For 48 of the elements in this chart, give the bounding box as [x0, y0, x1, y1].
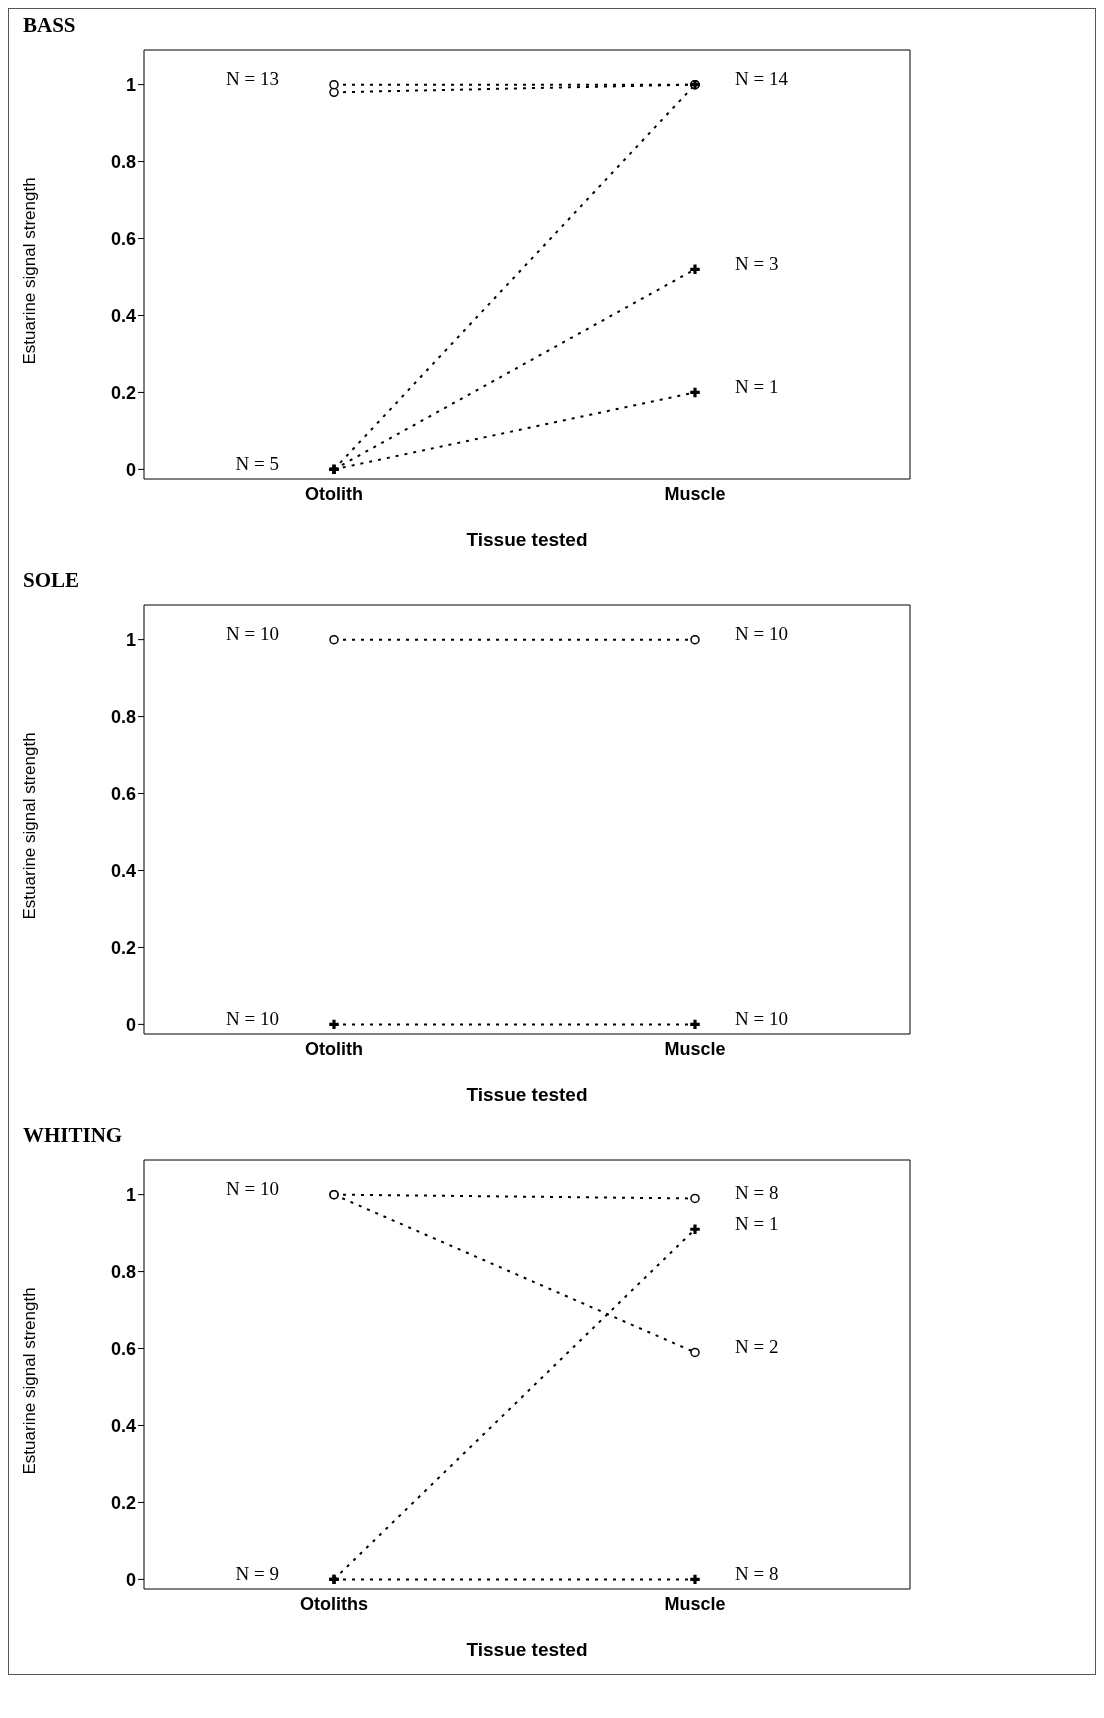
annotation: N = 10	[226, 623, 279, 645]
y-tick-label: 0.4	[110, 1415, 136, 1436]
y-tick-label: 0.2	[110, 937, 136, 958]
y-tick-label: 0	[125, 1569, 136, 1590]
chart-title: BASS	[23, 13, 76, 38]
annotation: N = 8	[735, 1182, 779, 1204]
x-tick-label: Otoliths	[300, 1593, 368, 1614]
y-axis-title: Estuarine signal strength	[20, 177, 40, 365]
annotation: N = 3	[735, 253, 779, 275]
y-tick-label: 0.2	[110, 382, 136, 403]
x-tick-label: Muscle	[664, 483, 726, 504]
chart-title: WHITING	[23, 1123, 123, 1148]
y-tick-label: 0.2	[110, 1492, 136, 1513]
x-axis-title: Tissue tested	[466, 1639, 588, 1660]
annotation: N = 10	[226, 1178, 279, 1200]
x-axis-title: Tissue tested	[466, 529, 588, 550]
y-tick-label: 0.8	[110, 1261, 136, 1282]
annotation: N = 10	[735, 1008, 788, 1030]
annotation: N = 10	[735, 623, 788, 645]
y-tick-label: 0.6	[110, 1338, 136, 1359]
y-tick-label: 1	[125, 630, 136, 651]
y-tick-label: 0.4	[110, 860, 136, 881]
x-tick-label: Otolith	[305, 483, 363, 504]
y-tick-label: 0.4	[110, 305, 136, 326]
annotation: N = 10	[226, 1008, 279, 1030]
y-tick-label: 0	[125, 459, 136, 480]
y-tick-label: 1	[125, 75, 136, 96]
y-axis-title: Estuarine signal strength	[20, 1287, 40, 1475]
annotation: N = 13	[226, 68, 279, 90]
x-tick-label: Muscle	[664, 1038, 726, 1059]
y-tick-label: 0.8	[110, 706, 136, 727]
y-tick-label: 1	[125, 1185, 136, 1206]
x-axis-title: Tissue tested	[466, 1084, 588, 1105]
annotation: N = 1	[735, 1213, 779, 1234]
y-tick-label: 0.6	[110, 783, 136, 804]
x-tick-label: Otolith	[305, 1038, 363, 1059]
chart-title: SOLE	[23, 568, 80, 593]
annotation: N = 14	[735, 68, 789, 90]
annotation: N = 9	[235, 1563, 279, 1585]
x-tick-label: Muscle	[664, 1593, 726, 1614]
y-tick-label: 0.6	[110, 228, 136, 249]
annotation: N = 8	[735, 1563, 779, 1585]
y-tick-label: 0.8	[110, 151, 136, 172]
y-tick-label: 0	[125, 1014, 136, 1035]
y-axis-title: Estuarine signal strength	[20, 732, 40, 920]
annotation: N = 1	[735, 376, 779, 398]
annotation: N = 5	[235, 453, 279, 475]
annotation: N = 2	[735, 1336, 779, 1358]
